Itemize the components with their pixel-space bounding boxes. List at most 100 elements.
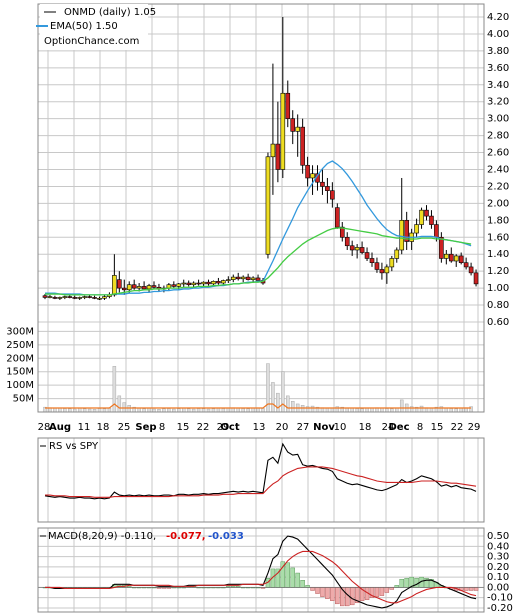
macd-histogram-bar — [315, 587, 320, 594]
candle-body — [453, 255, 459, 262]
macd-histogram-bar — [290, 567, 295, 588]
candle-body — [181, 282, 187, 285]
candle-body — [47, 296, 53, 298]
volume-tick-label: 50M — [13, 394, 34, 405]
volume-bars — [43, 363, 473, 413]
grid-lines — [38, 4, 484, 612]
candle-body — [136, 286, 142, 289]
macd-histogram-bar — [285, 562, 290, 588]
candle-body — [330, 190, 335, 200]
macd-hist-value: -0.033 — [208, 531, 244, 542]
y-tick-label: 3.00 — [487, 114, 509, 125]
volume-tick-label: 250M — [6, 340, 34, 351]
x-tick-label: 29 — [468, 422, 481, 433]
candle-body — [121, 287, 127, 291]
candle-body — [250, 277, 256, 280]
candle-body — [265, 156, 271, 255]
candle-body — [399, 220, 405, 251]
x-tick-label: 18 — [97, 422, 110, 433]
x-tick-label: 22 — [451, 422, 464, 433]
y-tick-label: 3.20 — [487, 97, 509, 108]
volume-bar — [281, 371, 285, 413]
volume-bar — [77, 407, 82, 413]
candle-body — [444, 253, 449, 259]
macd-legend-label: MACD(8,20,9) -0.110, — [48, 531, 156, 542]
volume-bar — [117, 395, 122, 413]
rs-panel-frame — [37, 437, 485, 523]
y-axis-ticks: 4.20 4.00 3.80 3.60 3.40 3.20 3.00 2.80 2.60 2.40… — [6, 12, 509, 405]
candle-body — [171, 284, 177, 287]
candle-body — [439, 236, 444, 259]
candle-body — [280, 92, 286, 170]
candle-body — [235, 276, 241, 280]
y-tick-label: 1.40 — [487, 249, 509, 260]
volume-bar — [196, 408, 201, 413]
x-tick-label: Oct — [220, 422, 239, 433]
macd-histogram-bar — [320, 587, 325, 597]
macd-histogram-bar — [310, 587, 315, 591]
x-tick-label: 27 — [297, 422, 310, 433]
macd-y-tick-label: 0.20 — [487, 562, 509, 573]
x-tick-label: 10 — [334, 422, 347, 433]
y-tick-label: 2.80 — [487, 131, 509, 142]
candle-body — [344, 236, 350, 247]
y-tick-label: 1.80 — [487, 215, 509, 226]
y-tick-label: 0.60 — [487, 317, 509, 328]
candle-body — [146, 285, 152, 290]
x-tick-label: 28 — [38, 422, 51, 433]
candle-body — [404, 220, 409, 242]
volume-bar — [380, 407, 384, 413]
macd-signal-line — [45, 550, 477, 604]
volume-tick-label: 150M — [6, 367, 34, 378]
macd-histogram-bar — [330, 587, 335, 601]
y-tick-label: 1.20 — [487, 266, 509, 277]
x-tick-label: Sep — [135, 422, 156, 433]
price-legend: ONMD (daily) 1.05 EMA(50) 1.50 OptionCha… — [36, 4, 156, 50]
candle-body — [131, 284, 137, 289]
x-tick-label: 8 — [417, 422, 423, 433]
candle-body — [394, 249, 400, 259]
candle-body — [339, 226, 345, 238]
volume-bar — [107, 407, 112, 413]
volume-bar — [355, 408, 359, 413]
macd-y-tick-label: -0.10 — [487, 593, 513, 604]
y-tick-label: 2.60 — [487, 148, 509, 159]
x-tick-label: Dec — [388, 422, 409, 433]
x-tick-label: 20 — [276, 422, 289, 433]
y-tick-label: 2.40 — [487, 165, 509, 176]
x-tick-label: Nov — [313, 422, 335, 433]
candle-body — [112, 275, 117, 296]
candle-body — [424, 209, 429, 217]
macd-histogram-bar — [463, 587, 469, 591]
macd-y-tick-label: -0.20 — [487, 603, 513, 614]
candle-body — [57, 297, 63, 299]
candle-body — [468, 266, 474, 274]
y-tick-label: 2.00 — [487, 198, 509, 209]
candle-body — [384, 266, 390, 274]
x-tick-label: 18 — [359, 422, 372, 433]
volume-bar — [419, 405, 424, 413]
candle-body — [67, 296, 73, 298]
candle-body — [97, 297, 102, 300]
candle-body — [349, 245, 355, 251]
y-tick-label: 3.40 — [487, 80, 509, 91]
macd-histogram-bar — [379, 587, 385, 596]
candle-body — [87, 296, 92, 298]
candle-body — [300, 126, 305, 166]
candle-body — [275, 143, 281, 170]
candle-body — [240, 276, 246, 280]
volume-bar — [276, 392, 280, 413]
candle-body — [419, 209, 424, 225]
rs-panel — [44, 442, 477, 500]
volume-bar — [429, 407, 434, 413]
candle-body — [270, 143, 276, 158]
volume-bar — [290, 401, 295, 413]
volume-bar — [167, 408, 171, 413]
candle-body — [463, 262, 469, 268]
candle-body — [290, 118, 296, 132]
price-legend-label: ONMD (daily) 1.05 — [64, 7, 156, 18]
volume-bar — [53, 407, 57, 413]
y-tick-label: 0.80 — [487, 300, 509, 311]
y-tick-label: 2.20 — [487, 181, 509, 192]
